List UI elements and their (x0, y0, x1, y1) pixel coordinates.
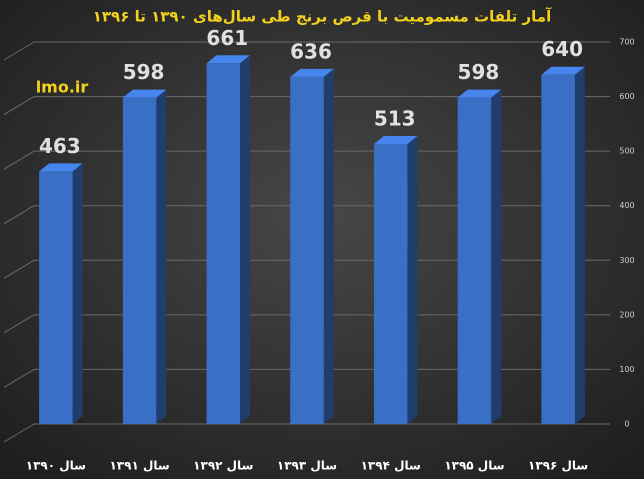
data-label: 598 (458, 60, 500, 84)
y-tick-label: 100 (619, 365, 634, 374)
bar-side (240, 55, 251, 424)
y-tick-label: 600 (619, 92, 634, 101)
x-tick-label: سال ۱۳۹۰ (26, 459, 86, 473)
grid-wall (3, 96, 35, 116)
bar-top (457, 89, 502, 98)
bar (206, 63, 241, 424)
data-label: 661 (206, 26, 248, 50)
y-tick-label: 700 (619, 38, 634, 47)
bar-top (39, 163, 83, 172)
grid-wall (3, 41, 35, 61)
grid-wall (3, 205, 35, 225)
grid-wall (3, 259, 35, 279)
grid-wall (3, 150, 35, 170)
annotation: lmo.ir (36, 78, 89, 97)
grid-wall (3, 368, 35, 388)
x-tick-label: سال ۱۳۹۵ (444, 459, 504, 473)
bar (290, 76, 324, 424)
bar-top (122, 89, 167, 98)
data-label: 640 (541, 37, 583, 61)
bar-top (290, 68, 334, 77)
y-tick-label: 300 (619, 256, 634, 265)
bar (457, 97, 492, 425)
data-label: 598 (123, 60, 165, 84)
bar-side (323, 68, 334, 424)
bar-side (407, 136, 418, 424)
bar (39, 171, 73, 424)
bar-top (541, 66, 585, 75)
data-label: 513 (374, 107, 416, 131)
bar (373, 144, 408, 424)
bar-side (491, 89, 502, 425)
bar-top (373, 136, 418, 145)
bar (122, 97, 157, 425)
y-tick-label: 200 (619, 310, 634, 319)
data-label: 636 (290, 39, 332, 63)
bar-side (72, 163, 83, 424)
bar-side (156, 89, 167, 425)
x-tick-label: سال ۱۳۹۲ (193, 459, 253, 473)
x-tick-label: سال ۱۳۹۶ (528, 459, 588, 473)
x-tick-label: سال ۱۳۹۱ (109, 459, 169, 473)
grid-wall (3, 314, 35, 334)
chart-title: آمار تلفات مسمومیت با قرص برنج طی سال‌ها… (93, 8, 552, 26)
x-tick-label: سال ۱۳۹۴ (361, 459, 421, 473)
bar (541, 74, 575, 424)
y-tick-label: 0 (624, 420, 629, 429)
data-label: 463 (39, 134, 81, 158)
grid-wall (3, 423, 35, 443)
bar-top (206, 55, 251, 64)
bar-side (574, 66, 585, 424)
x-tick-label: سال ۱۳۹۳ (277, 459, 337, 473)
y-tick-label: 400 (619, 201, 634, 210)
y-tick-label: 500 (619, 147, 634, 156)
